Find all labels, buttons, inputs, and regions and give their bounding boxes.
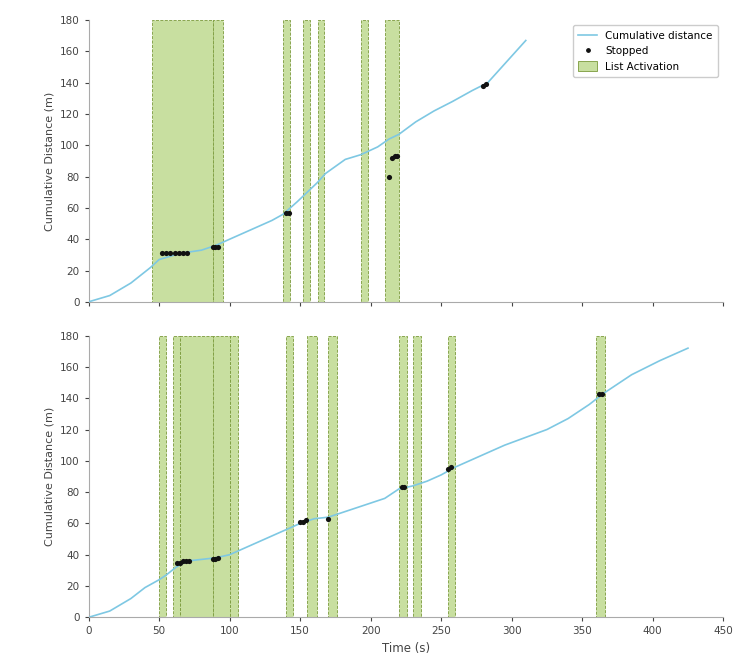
Point [171, 557, 183, 568]
Point [593, 388, 605, 399]
Point [173, 248, 184, 259]
Bar [180, 336, 213, 617]
Bar [303, 20, 310, 302]
Bar [448, 336, 455, 617]
Point [396, 482, 407, 493]
Bar [361, 20, 368, 302]
Point [392, 151, 404, 162]
Bar [173, 336, 180, 617]
Bar [213, 336, 230, 617]
Bar [283, 20, 290, 302]
Point [213, 242, 224, 252]
Bar [286, 336, 293, 617]
Y-axis label: Cumulative Distance (m): Cumulative Distance (m) [44, 407, 54, 546]
Point [177, 556, 189, 566]
Point [442, 463, 454, 474]
Point [182, 248, 193, 259]
Point [389, 151, 401, 162]
Point [183, 556, 195, 566]
Point [399, 482, 410, 493]
X-axis label: Time (s): Time (s) [382, 642, 430, 655]
Point [177, 248, 189, 259]
Point [180, 556, 192, 566]
Point [297, 517, 308, 527]
Bar [328, 336, 337, 617]
Bar [159, 336, 166, 617]
Bar [596, 336, 604, 617]
Point [480, 79, 492, 90]
Point [207, 554, 218, 565]
Bar [230, 336, 238, 617]
Point [174, 557, 186, 568]
Point [280, 207, 292, 218]
Bar [384, 20, 399, 302]
Point [300, 515, 311, 525]
Bar [413, 336, 421, 617]
Y-axis label: Cumulative Distance (m): Cumulative Distance (m) [44, 91, 54, 231]
Point [386, 152, 398, 163]
Point [383, 171, 395, 182]
Point [294, 517, 306, 527]
Point [207, 242, 218, 252]
Point [165, 248, 176, 259]
Bar [399, 336, 407, 617]
Bar [319, 20, 324, 302]
Point [213, 552, 224, 563]
Point [283, 207, 294, 218]
Point [596, 388, 608, 399]
Point [169, 248, 181, 259]
Point [323, 513, 334, 524]
Point [477, 81, 489, 91]
Bar [213, 20, 223, 302]
Point [160, 248, 172, 259]
Legend: Cumulative distance, Stopped, List Activation: Cumulative distance, Stopped, List Activ… [573, 25, 718, 77]
Bar [152, 20, 213, 302]
Point [210, 554, 221, 565]
Point [445, 462, 457, 472]
Point [210, 242, 221, 252]
Bar [307, 336, 317, 617]
Point [156, 248, 168, 259]
